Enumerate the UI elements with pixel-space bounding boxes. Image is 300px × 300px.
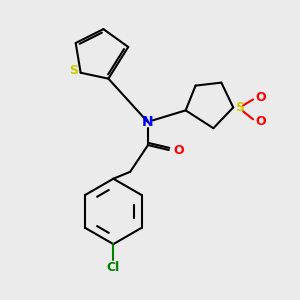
Text: O: O bbox=[173, 143, 184, 157]
Text: S: S bbox=[69, 64, 78, 77]
Text: Cl: Cl bbox=[107, 261, 120, 274]
Text: N: N bbox=[142, 115, 154, 129]
Text: O: O bbox=[256, 115, 266, 128]
Text: S: S bbox=[235, 101, 244, 114]
Text: O: O bbox=[256, 91, 266, 104]
